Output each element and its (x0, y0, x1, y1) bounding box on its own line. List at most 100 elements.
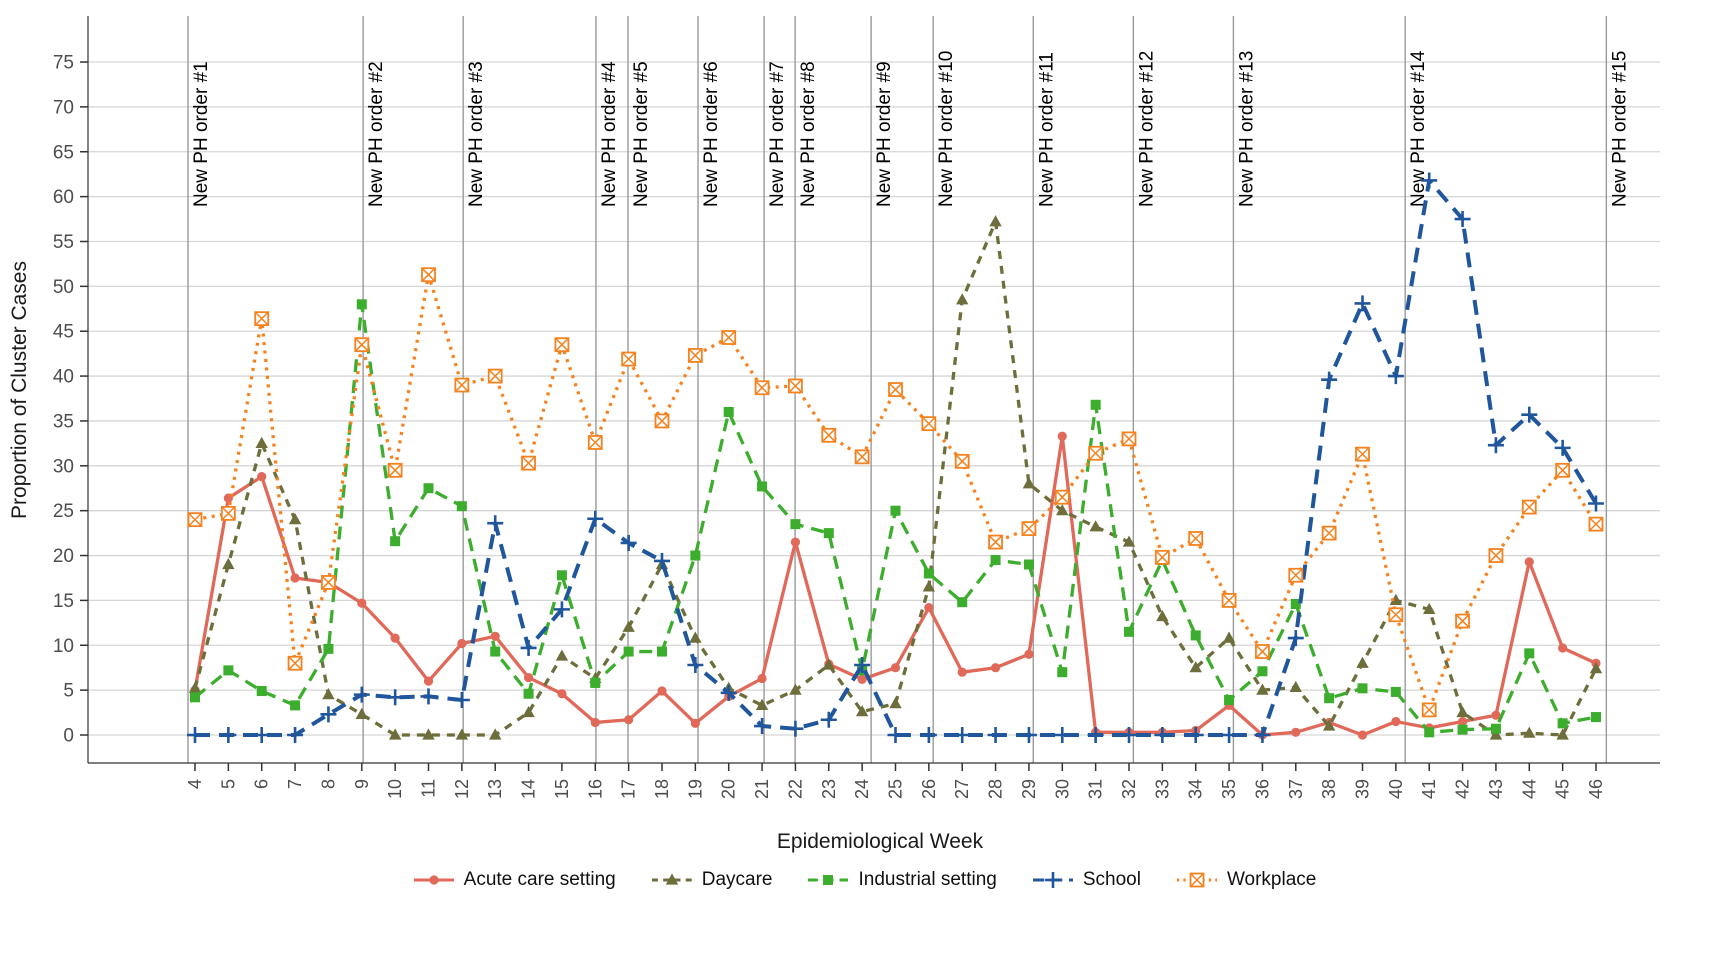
legend-item-acute-care-setting: Acute care setting (412, 868, 616, 892)
y-tick-label: 55 (53, 232, 74, 253)
x-tick-label: 15 (552, 779, 572, 799)
x-tick-label: 33 (1152, 779, 1172, 799)
x-tick-label: 38 (1319, 779, 1339, 799)
legend-label: Industrial setting (858, 869, 997, 890)
series-acute-care-setting (190, 431, 1601, 740)
y-tick-label: 45 (53, 322, 74, 343)
legend-label: Workplace (1226, 869, 1317, 890)
legend-item-industrial-setting: Industrial setting (806, 868, 997, 892)
x-tick-label: 34 (1186, 779, 1206, 799)
ph-order-label: New PH order #3 (466, 61, 487, 207)
ph-order-label: New PH order #12 (1136, 51, 1157, 207)
ph-order-label: New PH order #15 (1609, 51, 1630, 207)
series-industrial-setting (190, 299, 1601, 738)
x-tick-label: 18 (652, 779, 672, 799)
ph-order-label: New PH order #11 (1036, 52, 1057, 207)
x-tick-label: 31 (1086, 779, 1106, 799)
y-tick-label: 60 (53, 187, 74, 208)
circle-key-icon (413, 875, 454, 885)
legend-label: School (1082, 869, 1141, 890)
y-tick-label: 5 (63, 681, 74, 702)
x-tick-label: 24 (852, 779, 872, 799)
x-tick-label: 25 (885, 779, 905, 799)
ph-order-label: New PH order #1 (191, 61, 212, 207)
ph-order-label: New PH order #10 (936, 51, 957, 207)
y-tick-label: 70 (53, 97, 74, 118)
ph-order-label: New PH order #7 (767, 61, 788, 207)
x-tick-label: 29 (1019, 779, 1039, 799)
legend-label: Daycare (701, 869, 773, 890)
gridlines (88, 61, 1660, 736)
y-tick-label: 0 (63, 726, 74, 747)
x-tick-label: 17 (619, 779, 639, 799)
y-tick-label: 30 (53, 456, 74, 477)
x-tick-label: 44 (1519, 779, 1539, 799)
x-tick-label: 11 (418, 779, 438, 798)
x-tick-label: 28 (986, 779, 1006, 799)
x-tick-label: 41 (1419, 779, 1439, 799)
x-tick-label: 40 (1386, 779, 1406, 799)
y-tick-label: 20 (53, 546, 74, 567)
crossed-square-key-icon (1176, 872, 1217, 888)
x-tick-label: 26 (919, 779, 939, 799)
series-school (187, 172, 1604, 743)
x-tick-label: 22 (785, 779, 805, 799)
y-tick-label: 40 (53, 367, 74, 388)
x-tick-label: 12 (452, 779, 472, 799)
x-tick-label: 23 (819, 779, 839, 799)
y-tick-label: 75 (53, 53, 74, 74)
x-tick-label: 37 (1286, 779, 1306, 799)
ph-order-label: New PH order #6 (701, 61, 722, 207)
x-tick-label: 46 (1586, 779, 1606, 799)
x-tick-label: 13 (485, 779, 505, 799)
x-tick-label: 14 (519, 779, 539, 799)
legend-item-daycare: Daycare (650, 868, 773, 892)
ph-order-label: New PH order #14 (1408, 50, 1429, 207)
x-tick-label: 39 (1352, 779, 1372, 799)
x-tick-label: 43 (1486, 779, 1506, 799)
x-tick-label: 6 (252, 779, 272, 789)
x-tick-label: 36 (1252, 779, 1272, 799)
x-tick-label: 30 (1052, 779, 1072, 799)
y-tick-label: 50 (53, 277, 74, 298)
x-tick-label: 10 (385, 779, 405, 799)
ph-order-label: New PH order #9 (874, 61, 895, 207)
x-tick-label: 27 (952, 779, 972, 799)
ph-order-label: New PH order #2 (366, 61, 387, 207)
data-series (187, 172, 1604, 743)
x-tick-label: 20 (719, 779, 739, 799)
x-tick-label: 5 (218, 779, 238, 789)
y-tick-label: 65 (53, 142, 74, 163)
y-tick-label: 25 (53, 501, 74, 522)
y-tick-label: 15 (53, 591, 74, 612)
square-key-icon (808, 875, 849, 885)
x-tick-label: 19 (685, 779, 705, 799)
x-tick-label: 7 (285, 779, 305, 789)
x-axis-title: Epidemiological Week (777, 830, 984, 853)
x-tick-label: 8 (318, 779, 338, 789)
legend-item-workplace: Workplace (1175, 868, 1316, 892)
y-tick-label: 35 (53, 411, 74, 432)
y-axis-title: Proportion of Cluster Cases (8, 261, 31, 519)
ph-order-label: New PH order #8 (798, 61, 819, 207)
legend-item-school: School (1031, 868, 1141, 892)
ph-order-label: New PH order #5 (631, 61, 652, 207)
x-tick-label: 32 (1119, 779, 1139, 799)
x-tick-label: 16 (585, 779, 605, 799)
x-tick-label: 45 (1553, 779, 1573, 799)
x-tick-label: 21 (752, 779, 772, 799)
x-tick-label: 4 (185, 779, 205, 789)
chart-legend: Acute care setting Daycare Industrial sett… (0, 868, 1728, 892)
ph-order-label: New PH order #13 (1236, 51, 1257, 207)
y-tick-label: 10 (53, 636, 74, 657)
triangle-key-icon (651, 873, 692, 885)
x-tick-label: 35 (1219, 779, 1239, 799)
legend-label: Acute care setting (463, 869, 616, 890)
plus-key-icon (1032, 872, 1073, 888)
x-tick-label: 9 (352, 779, 372, 789)
series-workplace (187, 267, 1604, 718)
ph-order-vlines: New PH order #1 New PH order #2 New PH ord… (187, 16, 1630, 763)
